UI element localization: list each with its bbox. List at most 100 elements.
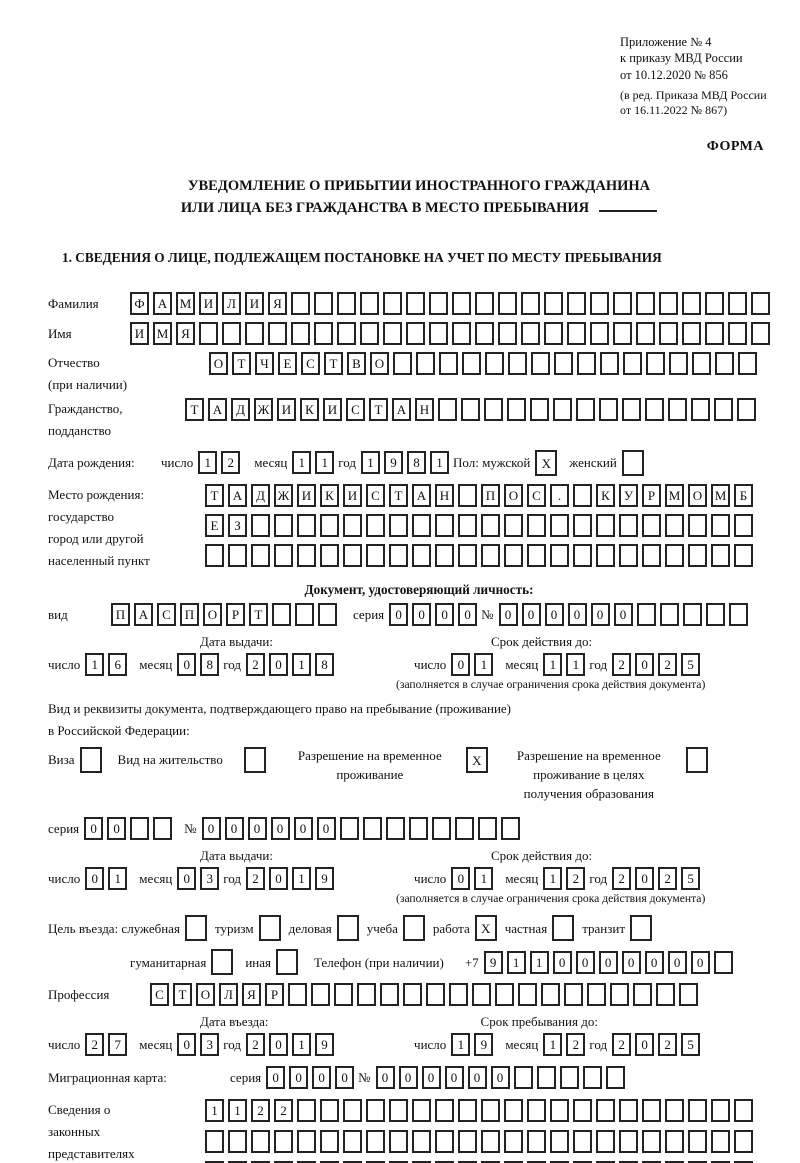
char-cell[interactable] (297, 1099, 316, 1123)
char-cell[interactable]: С (150, 983, 169, 1007)
char-cell[interactable]: 0 (498, 602, 518, 626)
char-cell[interactable] (205, 1161, 224, 1163)
char-cell[interactable] (728, 602, 748, 626)
char-cell[interactable] (596, 1161, 615, 1163)
char-cell[interactable]: 2 (246, 652, 266, 676)
char-cell[interactable]: 1 (543, 867, 563, 891)
char-cell[interactable]: 0 (467, 1066, 487, 1090)
char-cell[interactable]: 2 (221, 451, 241, 475)
char-cell[interactable] (576, 397, 595, 421)
char-cell[interactable] (564, 983, 583, 1007)
char-cell[interactable]: 0 (269, 1033, 289, 1057)
char-cell[interactable] (475, 321, 494, 345)
char-cell[interactable] (705, 321, 724, 345)
char-cell[interactable]: Ж (274, 483, 293, 507)
char-cell[interactable] (527, 1161, 546, 1163)
char-cell[interactable] (472, 983, 491, 1007)
char-cell[interactable] (320, 1161, 339, 1163)
char-cell[interactable] (291, 321, 310, 345)
char-cell[interactable]: О (196, 983, 215, 1007)
char-cell[interactable]: Т (389, 483, 408, 507)
char-cell[interactable]: Р (265, 983, 284, 1007)
char-cell[interactable] (228, 1161, 247, 1163)
char-cell[interactable]: 1 (543, 1033, 563, 1057)
char-cell[interactable]: Я (268, 291, 287, 315)
char-cell[interactable]: 0 (444, 1066, 464, 1090)
char-cell[interactable] (79, 746, 102, 773)
char-cell[interactable] (211, 949, 234, 976)
char-cell[interactable] (380, 983, 399, 1007)
char-cell[interactable] (435, 1130, 454, 1154)
char-cell[interactable]: 0 (613, 602, 633, 626)
char-cell[interactable]: М (665, 483, 684, 507)
char-cell[interactable]: Ч (255, 351, 274, 375)
char-cell[interactable]: В (347, 351, 366, 375)
char-cell[interactable] (481, 1099, 500, 1123)
char-cell[interactable]: К (300, 397, 319, 421)
char-cell[interactable]: 0 (521, 602, 541, 626)
char-cell[interactable]: И (245, 291, 264, 315)
char-cell[interactable] (297, 543, 316, 567)
char-cell[interactable]: 0 (635, 1033, 655, 1057)
char-cell[interactable]: Л (219, 983, 238, 1007)
char-cell[interactable] (656, 983, 675, 1007)
char-cell[interactable] (714, 397, 733, 421)
char-cell[interactable]: М (711, 483, 730, 507)
char-cell[interactable]: А (228, 483, 247, 507)
char-cell[interactable]: 1 (566, 652, 586, 676)
char-cell[interactable]: Р (226, 602, 245, 626)
char-cell[interactable] (590, 291, 609, 315)
char-cell[interactable]: Т (232, 351, 251, 375)
char-cell[interactable] (665, 1130, 684, 1154)
char-cell[interactable] (383, 291, 402, 315)
char-cell[interactable]: 0 (667, 950, 687, 974)
char-cell[interactable] (481, 1130, 500, 1154)
char-cell[interactable] (291, 291, 310, 315)
char-cell[interactable]: У (619, 483, 638, 507)
char-cell[interactable] (737, 397, 756, 421)
char-cell[interactable] (711, 543, 730, 567)
char-cell[interactable]: З (228, 513, 247, 537)
char-cell[interactable]: С (527, 483, 546, 507)
char-cell[interactable]: Л (222, 291, 241, 315)
char-cell[interactable] (320, 513, 339, 537)
char-cell[interactable] (600, 351, 619, 375)
char-cell[interactable] (500, 817, 520, 841)
char-cell[interactable] (623, 351, 642, 375)
char-cell[interactable] (751, 321, 770, 345)
char-cell[interactable] (320, 543, 339, 567)
char-cell[interactable]: 9 (474, 1033, 494, 1057)
char-cell[interactable]: Н (415, 397, 434, 421)
char-cell[interactable] (582, 1066, 602, 1090)
char-cell[interactable] (272, 602, 291, 626)
char-cell[interactable]: 1 (474, 867, 494, 891)
char-cell[interactable]: Д (231, 397, 250, 421)
char-cell[interactable] (659, 291, 678, 315)
char-cell[interactable]: 2 (246, 1033, 266, 1057)
char-cell[interactable]: 0 (544, 602, 564, 626)
char-cell[interactable] (544, 321, 563, 345)
char-cell[interactable] (619, 1130, 638, 1154)
char-cell[interactable]: 0 (421, 1066, 441, 1090)
char-cell[interactable]: Т (249, 602, 268, 626)
char-cell[interactable] (228, 1130, 247, 1154)
char-cell[interactable]: Н (435, 483, 454, 507)
char-cell[interactable] (636, 602, 656, 626)
char-cell[interactable] (205, 543, 224, 567)
char-cell[interactable]: 0 (552, 950, 572, 974)
char-cell[interactable] (481, 513, 500, 537)
char-cell[interactable] (633, 983, 652, 1007)
char-cell[interactable] (274, 543, 293, 567)
char-cell[interactable] (449, 983, 468, 1007)
char-cell[interactable] (518, 983, 537, 1007)
char-cell[interactable] (596, 543, 615, 567)
char-cell[interactable]: 9 (315, 867, 335, 891)
char-cell[interactable] (705, 291, 724, 315)
char-cell[interactable]: 0 (451, 867, 471, 891)
char-cell[interactable]: 1 (315, 451, 335, 475)
char-cell[interactable] (314, 321, 333, 345)
char-cell[interactable] (682, 321, 701, 345)
char-cell[interactable] (527, 513, 546, 537)
char-cell[interactable] (274, 1130, 293, 1154)
char-cell[interactable]: 2 (251, 1099, 270, 1123)
